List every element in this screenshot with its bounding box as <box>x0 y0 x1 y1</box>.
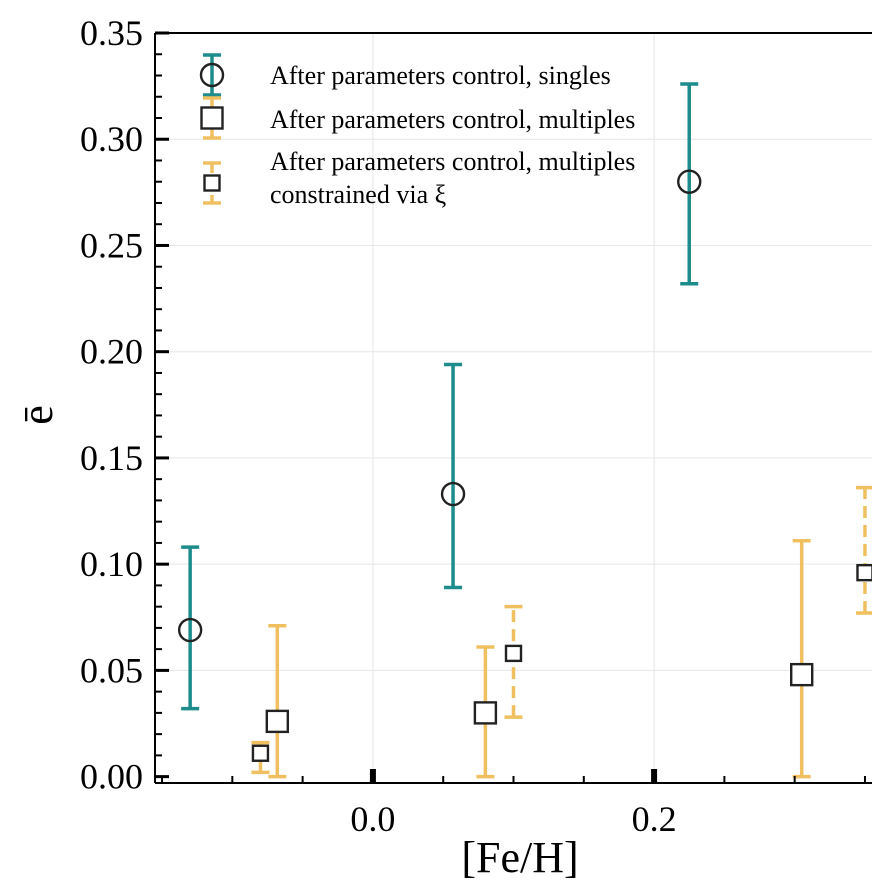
series-0-point-1-marker <box>440 481 466 507</box>
y-tick-label-4: 0.20 <box>80 332 143 372</box>
series-1-point-1-marker <box>473 701 498 725</box>
series-2-point-1 <box>504 604 523 719</box>
series-0-point-0 <box>177 545 203 711</box>
series-2-point-1-marker <box>504 644 523 663</box>
series-2 <box>251 485 872 775</box>
series-2-point-0 <box>251 740 270 775</box>
legend: After parameters control, singles After p… <box>199 53 635 209</box>
y-tick-label-0: 0.00 <box>80 757 143 797</box>
series-1-point-0-marker <box>265 709 290 734</box>
y-tick-label-1: 0.05 <box>80 650 143 690</box>
legend-entry-1: After parameters control, multiples <box>200 96 635 140</box>
legend-entry-2: After parameters control, multiples const… <box>203 147 635 209</box>
x-axis-label: [Fe/H] <box>461 833 578 882</box>
series-1-point-2-marker <box>790 662 814 687</box>
y-tick-label-2: 0.10 <box>80 544 143 584</box>
y-tick-label-7: 0.35 <box>80 13 143 53</box>
series-0-point-1 <box>440 362 466 590</box>
series-2-point-0-marker <box>251 744 270 762</box>
legend-0-marker <box>199 62 225 88</box>
legend-label-2-line2: constrained via ξ <box>270 180 446 209</box>
legend-1-marker <box>200 106 224 130</box>
series-0-point-2-marker <box>677 169 702 194</box>
y-tick-label-6: 0.30 <box>80 119 143 159</box>
series-2-point-2-marker <box>856 563 872 582</box>
series-0-point-0-marker <box>177 617 203 643</box>
series-2-point-2 <box>855 485 872 615</box>
y-axis-label: ē <box>13 405 62 425</box>
series-1-point-2 <box>790 539 814 779</box>
series-0-point-2 <box>677 82 702 286</box>
series-1 <box>265 539 814 779</box>
axes <box>154 31 872 784</box>
y-tick-label-3: 0.15 <box>80 438 143 478</box>
y-tick-label-5: 0.25 <box>80 225 143 265</box>
series-1-point-1 <box>473 645 498 779</box>
legend-2-marker <box>203 174 221 192</box>
data-series <box>177 82 872 779</box>
legend-label-2: After parameters control, multiples <box>270 147 635 176</box>
y-axis-label-text: ē <box>13 405 62 425</box>
legend-label-1: After parameters control, multiples <box>270 105 635 134</box>
x-tick-label-0: 0.0 <box>350 799 395 839</box>
series-1-point-0 <box>265 624 290 779</box>
tick-labels: 0.00 0.05 0.10 0.15 0.20 0.25 0.30 0.35 0.0 0.2 <box>80 13 677 839</box>
legend-label-0: After parameters control, singles <box>270 61 611 90</box>
series-0 <box>177 82 702 711</box>
legend-entry-0: After parameters control, singles <box>199 53 611 97</box>
x-tick-label-1: 0.2 <box>632 799 677 839</box>
